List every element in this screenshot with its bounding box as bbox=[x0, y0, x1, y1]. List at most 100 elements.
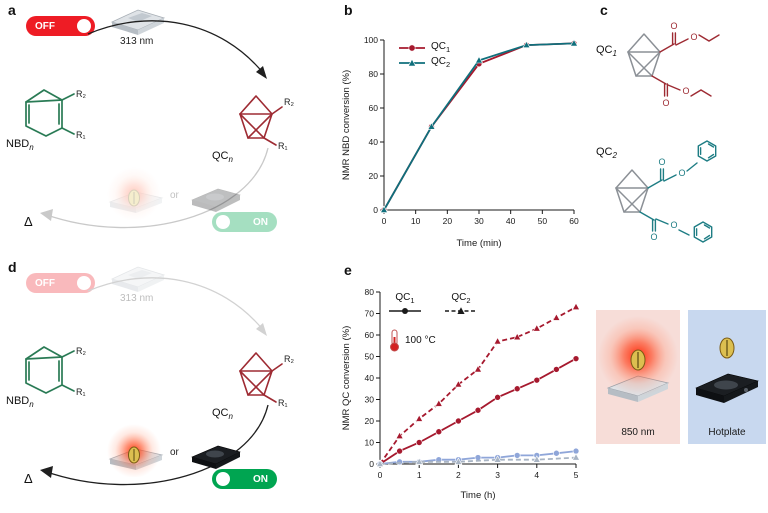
svg-text:70: 70 bbox=[365, 309, 375, 319]
qc1-name-sub: 1 bbox=[612, 49, 617, 59]
or-label: or bbox=[170, 190, 179, 201]
oxygen-atom: O bbox=[670, 21, 677, 31]
svg-text:0: 0 bbox=[369, 459, 374, 469]
wavelength-label: 313 nm bbox=[120, 36, 154, 47]
nir-led-device bbox=[102, 413, 166, 482]
nbd-conversion-chart: 0 10 20 30 40 50 60 0 20 40 60 80 100 Time (min) NMR N… bbox=[341, 35, 579, 249]
qc-name: QCn bbox=[212, 150, 233, 164]
legend-label-qc1-base: QC bbox=[395, 292, 411, 303]
legend-label-qc1-sub: 1 bbox=[446, 45, 451, 54]
hotplate-tile-label: Hotplate bbox=[708, 427, 746, 438]
chart-b-legend: QC1 QC2 bbox=[398, 40, 450, 70]
off-toggle: OFF bbox=[26, 16, 95, 36]
delta-label: Δ bbox=[24, 471, 33, 486]
panel-c-label: c bbox=[600, 2, 608, 18]
qc-structure: R₂ R₁ bbox=[239, 352, 294, 408]
nir-tile-label: 850 nm bbox=[621, 427, 655, 438]
panel-d-label: d bbox=[8, 259, 17, 275]
qc2-name-base: QC bbox=[596, 146, 613, 158]
svg-text:2: 2 bbox=[456, 470, 461, 480]
qc-structure: R₂ R₁ bbox=[239, 95, 294, 151]
panel-e: e 0 1 2 3 4 5 0 10 20 30 40 50 60 70 80 Time (h) NMR QC … bbox=[336, 258, 590, 513]
qc2-structure: O O O O bbox=[615, 140, 717, 243]
nbd-name: NBDn bbox=[6, 395, 34, 409]
legend-label-qc2: QC2 bbox=[431, 56, 450, 69]
legend-sample-qc1 bbox=[389, 308, 421, 314]
qc2-name: QC2 bbox=[596, 146, 617, 160]
svg-text:20: 20 bbox=[443, 216, 453, 226]
panel-e-label: e bbox=[344, 262, 352, 278]
qc1-structure: O O O O bbox=[627, 21, 720, 108]
nir-led-device bbox=[102, 156, 166, 225]
svg-text:Time (h): Time (h) bbox=[460, 490, 495, 501]
toggle-knob bbox=[216, 472, 230, 486]
qc2-name-sub: 2 bbox=[612, 151, 617, 161]
on-toggle: ON bbox=[212, 469, 277, 489]
on-toggle-label: ON bbox=[253, 216, 268, 228]
oxygen-atom: O bbox=[682, 86, 689, 96]
panel-b: b 0 10 20 30 40 50 60 0 20 40 60 80 100 Time (min) NMR… bbox=[336, 0, 588, 256]
oxygen-atom: O bbox=[658, 157, 665, 167]
oxygen-atom: O bbox=[662, 98, 669, 108]
phenyl-ring bbox=[697, 140, 717, 162]
chip-icon bbox=[110, 9, 166, 35]
svg-text:80: 80 bbox=[365, 287, 375, 297]
svg-text:40: 40 bbox=[506, 216, 516, 226]
panel-c: c QC1 O O O O bbox=[592, 0, 768, 256]
svg-text:1: 1 bbox=[417, 470, 422, 480]
cycle-diagram: R₂ R₁ R₂ R₁ bbox=[25, 20, 294, 229]
delta-label: Δ bbox=[24, 214, 33, 229]
legend-item-qc1: QC1 bbox=[398, 40, 450, 55]
or-label: or bbox=[170, 447, 179, 458]
qc2-ester-groups: O O O O bbox=[639, 140, 717, 243]
svg-text:100: 100 bbox=[364, 35, 378, 45]
svg-text:60: 60 bbox=[569, 216, 579, 226]
qc-name-sub: n bbox=[228, 155, 233, 165]
svg-text:30: 30 bbox=[474, 216, 484, 226]
cycle-diagram: R₂ R₁ R₂ R₁ bbox=[25, 277, 294, 486]
hotplate-icon bbox=[191, 445, 241, 469]
svg-text:50: 50 bbox=[365, 352, 375, 362]
svg-text:5: 5 bbox=[574, 470, 579, 480]
qc-name-base: QC bbox=[212, 150, 229, 162]
legend-label-qc2-base: QC bbox=[431, 56, 446, 67]
r2-label: R₂ bbox=[284, 97, 294, 107]
nbd-name-base: NBD bbox=[6, 138, 30, 150]
r2-label: R₂ bbox=[76, 346, 86, 356]
off-toggle-label: OFF bbox=[35, 277, 55, 289]
wavelength-label: 313 nm bbox=[120, 293, 154, 304]
phenyl-ring bbox=[693, 221, 713, 243]
svg-text:60: 60 bbox=[369, 103, 379, 113]
nir-photo-tile: 850 nm bbox=[596, 310, 680, 444]
legend-sample-qc1 bbox=[399, 43, 425, 52]
qc-name: QCn bbox=[212, 407, 233, 421]
legend-label-qc2: QC2 bbox=[451, 292, 470, 305]
chart-e-legend: QC1 QC2 bbox=[388, 292, 478, 316]
svg-text:0: 0 bbox=[382, 216, 387, 226]
legend-sample-qc2 bbox=[445, 307, 477, 314]
toggle-knob bbox=[77, 276, 91, 290]
qc1-name-base: QC bbox=[596, 44, 613, 56]
svg-text:10: 10 bbox=[411, 216, 421, 226]
legend-label-qc1: QC1 bbox=[431, 41, 450, 54]
panel-d: d OFF 313 nm bbox=[0, 257, 335, 513]
qc-name-base: QC bbox=[212, 407, 229, 419]
svg-text:4: 4 bbox=[534, 470, 539, 480]
panel-a-label: a bbox=[8, 2, 16, 18]
nbd-name-sub: n bbox=[29, 400, 34, 410]
nbd-structure: R₂ R₁ bbox=[25, 346, 86, 397]
svg-text:3: 3 bbox=[495, 470, 500, 480]
nbd-name: NBDn bbox=[6, 138, 34, 152]
svg-text:30: 30 bbox=[365, 395, 375, 405]
r2-label: R₂ bbox=[284, 354, 294, 364]
forward-arrow bbox=[87, 277, 267, 336]
hotplate-icon bbox=[191, 188, 241, 212]
legend-label-qc1-sub: 1 bbox=[410, 296, 415, 305]
nir-glow-photo bbox=[598, 316, 678, 402]
svg-text:0: 0 bbox=[378, 470, 383, 480]
toggle-knob bbox=[77, 19, 91, 33]
chip-icon bbox=[110, 266, 166, 292]
svg-text:20: 20 bbox=[365, 416, 375, 426]
